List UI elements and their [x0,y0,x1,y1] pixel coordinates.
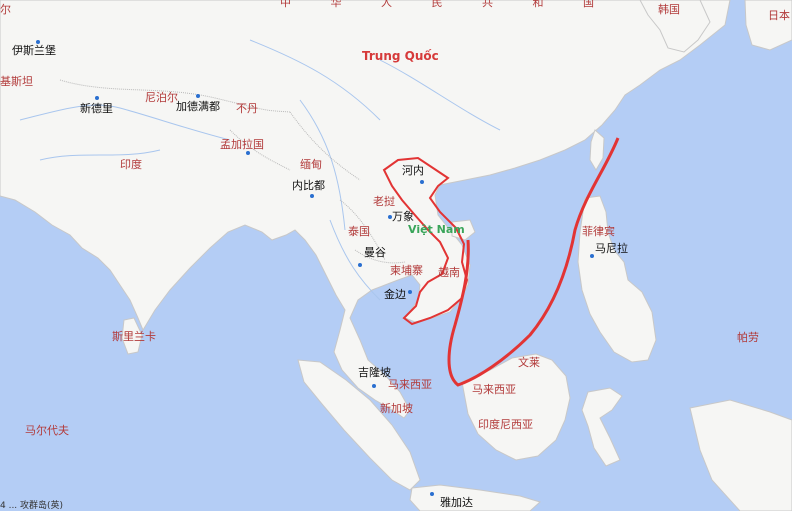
label-china: 中 华 人 民 共 和 国 [280,0,612,9]
city-marker [36,40,40,44]
label-pakistan-partial: 基斯坦 [0,75,33,88]
city-marker [388,215,392,219]
city-marker [430,492,434,496]
city-marker [196,94,200,98]
claim-line [447,137,620,387]
label-jakarta: 雅加达 [440,496,473,509]
label-new-delhi: 新德里 [80,102,113,115]
hainan-landmass [451,219,476,241]
label-bangladesh: 孟加拉国 [220,138,264,151]
city-marker [372,384,376,388]
city-marker [590,254,594,258]
label-trung-quoc: Trung Quốc [362,49,439,63]
taiwan-landmass [589,129,605,171]
label-nepal: 尼泊尔 [145,91,178,104]
vietnam-highlight-outline [382,156,469,326]
label-bhutan: 不丹 [236,102,258,115]
label-thailand: 泰国 [348,225,370,238]
label-malaysia: 马来西亚 [388,378,432,391]
label-philippines: 菲律宾 [582,225,615,238]
japan-landmass [744,0,792,51]
label-viet-nam: Việt Nam [408,223,465,236]
label-singapore: 新加坡 [380,402,413,415]
eastern-islands-landmass [689,399,792,511]
mainland-landmass [0,0,731,419]
label-malaysia-east: 马来西亚 [472,383,516,396]
scale-caption: 4 ... 攻群岛(英) [0,501,64,511]
label-maldives: 马尔代夫 [25,424,69,437]
korea-landmass [639,0,711,53]
label-palau: 帕劳 [737,331,759,344]
label-kathmandu: 加德满都 [176,100,220,113]
city-marker [95,96,99,100]
city-marker [420,180,424,184]
label-naypyidaw: 内比都 [292,179,325,192]
label-indonesia: 印度尼西亚 [478,418,533,431]
java-landmass [409,484,541,511]
label-afghan-partial: 尔 [0,3,11,16]
philippines-landmass [577,195,657,363]
label-india: 印度 [120,158,142,171]
label-laos: 老挝 [373,195,395,208]
city-marker [246,151,250,155]
country-borders [59,79,406,264]
label-hanoi: 河内 [402,164,424,177]
label-phnom-penh: 金边 [384,288,406,301]
label-myanmar: 缅甸 [300,158,322,171]
label-japan: 日本 [768,9,790,22]
sumatra-landmass [297,359,421,491]
label-sri-lanka: 斯里兰卡 [112,330,156,343]
rivers [19,39,501,301]
city-marker [358,263,362,267]
label-cambodia: 柬埔寨 [390,264,423,277]
label-vietnam-cn: 越南 [438,266,460,279]
label-islamabad: 伊斯兰堡 [12,44,56,57]
sulawesi-landmass [581,387,623,467]
city-marker [408,290,412,294]
borneo-landmass [461,353,571,461]
label-vientiane: 万象 [392,210,414,223]
sri-lanka-landmass [121,317,143,355]
city-marker [310,194,314,198]
label-bangkok: 曼谷 [364,246,386,259]
label-kuala-lumpur: 吉隆坡 [358,366,391,379]
label-brunei: 文莱 [518,356,540,369]
label-korea: 韩国 [658,3,680,16]
label-manila: 马尼拉 [595,242,628,255]
